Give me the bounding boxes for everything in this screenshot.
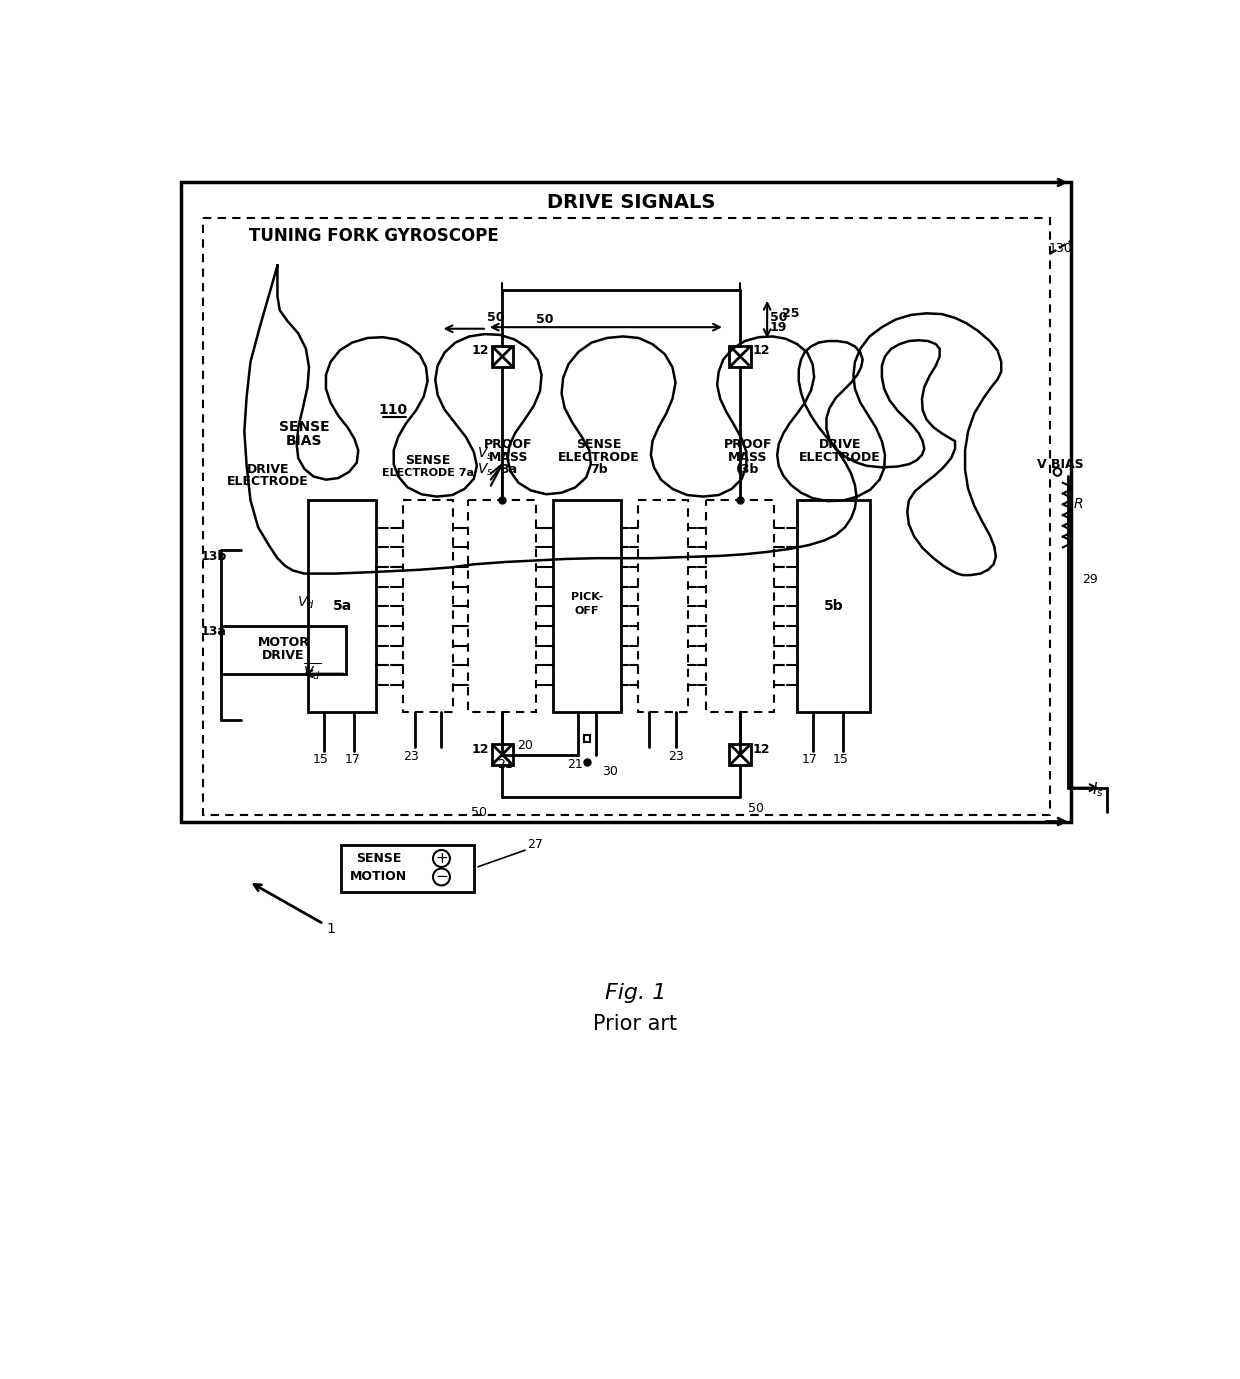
Text: 130: 130 xyxy=(1049,243,1073,255)
Text: 5a: 5a xyxy=(332,600,352,614)
Text: 3a: 3a xyxy=(500,463,517,476)
Text: 23: 23 xyxy=(668,750,684,764)
Text: DRIVE: DRIVE xyxy=(247,463,289,476)
Text: PICK-: PICK- xyxy=(570,592,603,603)
Text: $V_s$: $V_s$ xyxy=(477,462,494,479)
Text: TUNING FORK GYROSCOPE: TUNING FORK GYROSCOPE xyxy=(249,228,498,245)
Text: PROOF: PROOF xyxy=(484,439,533,451)
Text: 50: 50 xyxy=(748,803,764,815)
Text: ELECTRODE: ELECTRODE xyxy=(227,476,309,488)
Text: (3b: (3b xyxy=(737,463,760,476)
Text: 30: 30 xyxy=(603,765,618,778)
Text: MASS: MASS xyxy=(728,451,768,463)
Bar xyxy=(553,501,621,712)
Bar xyxy=(584,735,590,742)
Text: 27: 27 xyxy=(527,838,543,851)
Text: 25: 25 xyxy=(781,306,799,320)
Text: 29: 29 xyxy=(1083,574,1097,586)
Bar xyxy=(309,501,376,712)
Bar xyxy=(729,743,751,765)
Bar xyxy=(797,501,870,712)
Text: Fig. 1: Fig. 1 xyxy=(605,983,666,1004)
Bar xyxy=(491,346,513,367)
Text: $V_d$: $V_d$ xyxy=(298,594,315,611)
Text: 12: 12 xyxy=(753,743,770,756)
Text: MOTOR: MOTOR xyxy=(258,636,310,650)
Text: 7b: 7b xyxy=(590,463,608,476)
Text: SENSE: SENSE xyxy=(279,421,330,434)
Text: V BIAS: V BIAS xyxy=(1037,458,1084,470)
Text: 50: 50 xyxy=(536,313,553,325)
Text: −: − xyxy=(435,870,448,884)
Bar xyxy=(469,501,536,712)
Text: 17: 17 xyxy=(345,753,360,767)
Text: 50: 50 xyxy=(487,312,505,324)
Text: DRIVE: DRIVE xyxy=(818,439,862,451)
Text: ELECTRODE: ELECTRODE xyxy=(799,451,880,463)
Bar xyxy=(491,743,513,765)
Text: +: + xyxy=(435,851,448,866)
Text: 20: 20 xyxy=(517,739,533,752)
Text: OFF: OFF xyxy=(575,605,599,616)
Text: MASS: MASS xyxy=(489,451,528,463)
Text: $\overline{V_d}$: $\overline{V_d}$ xyxy=(303,662,321,683)
Text: 5b: 5b xyxy=(823,600,843,614)
Text: 15: 15 xyxy=(833,753,849,767)
Text: Prior art: Prior art xyxy=(594,1014,677,1034)
Bar xyxy=(403,501,453,712)
Text: 17: 17 xyxy=(801,753,817,767)
Bar xyxy=(729,346,751,367)
Text: 50: 50 xyxy=(471,805,487,819)
Text: ELECTRODE: ELECTRODE xyxy=(558,451,640,463)
Text: 110: 110 xyxy=(378,403,408,418)
Text: R: R xyxy=(1074,498,1083,512)
Text: SENSE: SENSE xyxy=(356,852,401,865)
Text: DRIVE: DRIVE xyxy=(263,648,305,662)
Bar xyxy=(181,182,1070,822)
Text: 12: 12 xyxy=(472,743,490,756)
Text: ELECTRODE 7a: ELECTRODE 7a xyxy=(382,467,474,477)
Text: 21: 21 xyxy=(567,758,583,771)
Text: $I_s$: $I_s$ xyxy=(1091,781,1104,798)
Text: $V_s$: $V_s$ xyxy=(477,445,494,462)
Bar xyxy=(637,501,688,712)
Text: PROOF: PROOF xyxy=(724,439,773,451)
Text: 1: 1 xyxy=(327,923,336,936)
Text: 12: 12 xyxy=(753,343,770,357)
Text: 23: 23 xyxy=(403,750,419,764)
Text: 50: 50 xyxy=(770,312,787,324)
Text: 13a: 13a xyxy=(201,625,227,638)
Text: SENSE: SENSE xyxy=(575,439,621,451)
Text: 13b: 13b xyxy=(201,550,227,563)
Text: BIAS: BIAS xyxy=(286,434,322,448)
Text: SENSE: SENSE xyxy=(405,454,450,467)
Text: DRIVE SIGNALS: DRIVE SIGNALS xyxy=(548,193,715,212)
Text: 19: 19 xyxy=(770,321,787,334)
Bar xyxy=(341,844,474,892)
Bar xyxy=(203,218,1050,815)
Text: 15: 15 xyxy=(312,753,329,767)
Bar xyxy=(707,501,774,712)
Bar xyxy=(221,626,346,674)
Text: MOTION: MOTION xyxy=(350,870,407,884)
Text: 12: 12 xyxy=(472,343,490,357)
Text: 21: 21 xyxy=(497,758,513,771)
